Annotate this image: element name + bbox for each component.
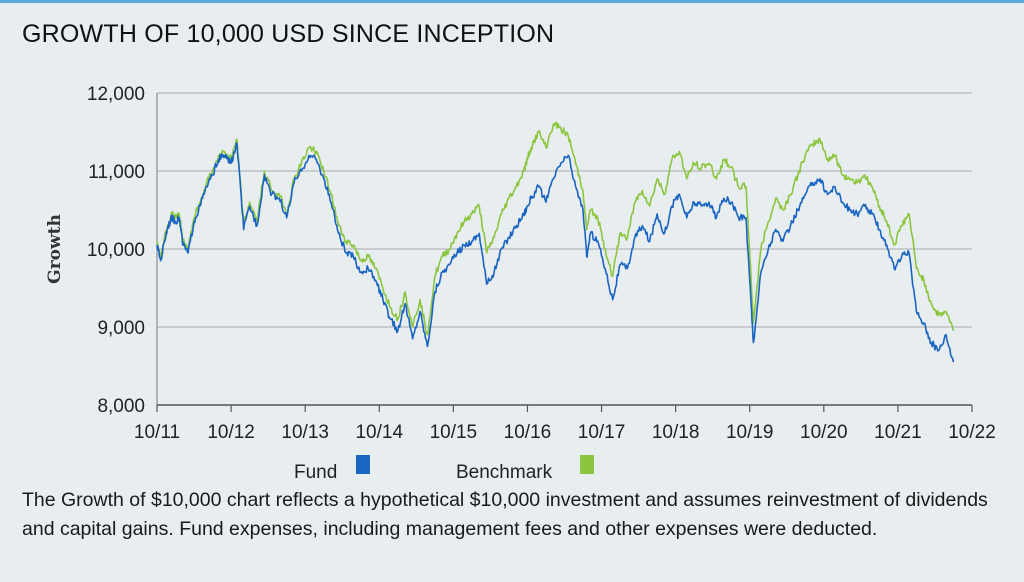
x-tick-label: 10/13 xyxy=(281,422,329,443)
legend-fund-swatch xyxy=(356,455,370,474)
series-lines xyxy=(156,121,955,363)
x-tick-label: 10/12 xyxy=(207,422,255,443)
y-axis-label: Growth xyxy=(45,214,65,284)
x-tick-labels: 10/11 10/12 10/13 10/14 10/15 10/16 10/17 10/18… xyxy=(134,405,996,443)
legend-benchmark-swatch xyxy=(580,455,594,474)
footnote: The Growth of $10,000 chart reflects a h… xyxy=(22,489,988,540)
series-line-fund xyxy=(156,142,955,363)
x-tick-label: 10/14 xyxy=(355,422,403,443)
x-tick-label: 10/20 xyxy=(800,422,848,443)
legend: Fund Benchmark xyxy=(294,455,594,483)
grid-lines xyxy=(157,92,972,328)
x-tick-label: 10/19 xyxy=(726,422,774,443)
x-tick-label: 10/18 xyxy=(652,422,700,443)
top-accent-rule xyxy=(0,0,1024,3)
legend-fund-label: Fund xyxy=(294,462,337,483)
legend-benchmark-label: Benchmark xyxy=(456,462,553,483)
y-tick-label: 11,000 xyxy=(88,162,145,183)
x-tick-label: 10/21 xyxy=(874,422,922,443)
x-tick-label: 10/17 xyxy=(578,422,626,443)
y-tick-label: 12,000 xyxy=(87,84,145,105)
chart-title: GROWTH OF 10,000 USD SINCE INCEPTION xyxy=(22,20,555,48)
x-tick-label: 10/11 xyxy=(134,422,180,443)
series-line-benchmark xyxy=(156,121,955,336)
y-tick-label: 9,000 xyxy=(97,318,145,339)
y-tick-label: 8,000 xyxy=(97,396,145,417)
x-tick-label: 10/16 xyxy=(504,422,552,443)
x-tick-label: 10/22 xyxy=(948,422,996,443)
y-tick-label: 10,000 xyxy=(87,240,145,261)
y-tick-labels: 8,000 9,000 10,000 11,000 12,000 xyxy=(87,84,145,417)
x-tick-label: 10/15 xyxy=(430,422,478,443)
